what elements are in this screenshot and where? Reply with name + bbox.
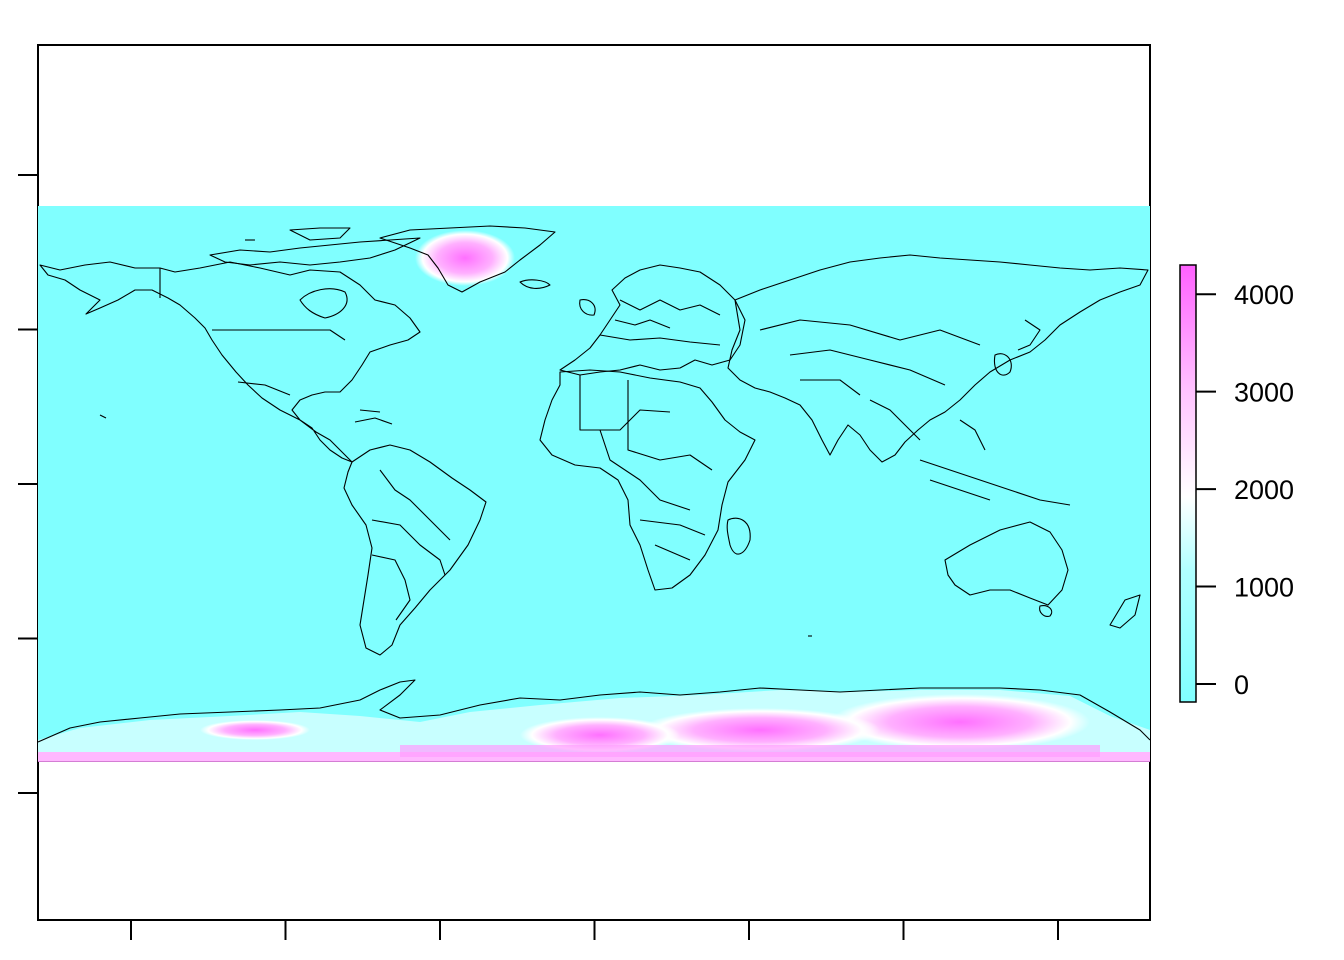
europe-outline xyxy=(559,264,746,376)
elevation-raster xyxy=(38,206,1150,762)
antarctica-west-high xyxy=(200,720,310,740)
antarctica-outline xyxy=(38,679,1150,743)
colorbar-tick-label: 4000 xyxy=(1234,280,1294,310)
colorbar-gradient xyxy=(1179,264,1197,703)
australia-outline xyxy=(944,521,1069,606)
antarctica-east-plateau xyxy=(830,694,1090,750)
x-axis-ticks xyxy=(130,920,1059,940)
south-america-outline xyxy=(343,444,487,656)
colorbar-tick-label: 2000 xyxy=(1234,475,1294,505)
y-axis-ticks xyxy=(18,174,38,794)
country-outlines xyxy=(38,225,1150,762)
greenland-outline xyxy=(379,225,556,293)
raster-background xyxy=(38,206,1150,762)
colorbar-tick-label: 0 xyxy=(1234,670,1249,700)
colorbar: 0 1000 2000 3000 4000 xyxy=(1179,264,1294,703)
colorbar-tick-label: 1000 xyxy=(1234,573,1294,603)
africa-outline xyxy=(539,369,756,591)
colorbar-ticks: 0 1000 2000 3000 4000 xyxy=(1196,280,1294,700)
colorbar-tick-label: 3000 xyxy=(1234,378,1294,408)
antarctica-east-ross xyxy=(520,717,680,753)
antarctica-central xyxy=(640,708,880,752)
asia-outline xyxy=(727,254,1149,463)
